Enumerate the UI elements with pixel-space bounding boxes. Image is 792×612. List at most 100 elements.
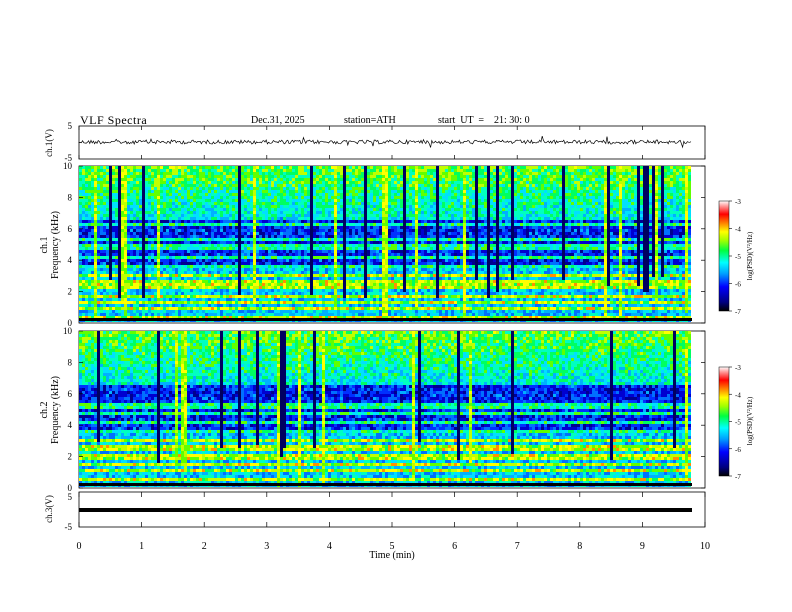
ch1-spectrogram-cell [622,235,625,238]
ch1-spectrogram-cell [520,187,523,190]
ch1-spectrogram-cell [652,211,655,214]
ch1-spectrogram-cell [88,175,91,178]
ch1-spectrogram-cell [625,220,628,223]
ch1-spectrogram-cell [178,232,181,235]
ch1-spectrogram-cell [478,175,481,178]
ch1-spectrogram-cell [538,220,541,223]
ch1-spectrogram-cell [274,220,277,223]
ch1-spectrogram-cell [250,187,253,190]
ch1-spectrogram-cell [547,181,550,184]
ch1-spectrogram-cell [226,220,229,223]
ch1-spectrogram-cell [289,187,292,190]
ch1-spectrogram-cell [355,235,358,238]
ch1-spectrogram-cell [670,202,673,205]
ch1-spectrogram-cell [682,217,685,220]
ch1-spectrogram-cell [124,178,127,181]
ch1-spectrogram-cell [679,220,682,223]
ch1-spectrogram-cell [148,223,151,226]
ch1-spectrogram-cell [166,232,169,235]
ch1-spectrogram-cell [202,196,205,199]
ch1-spectrogram-cell [106,172,109,175]
ch1-spectrogram-cell [331,187,334,190]
ch1-spectrogram-cell [310,169,313,172]
ch1-spectrogram-cell [580,220,583,223]
ch1-spectrogram-cell [394,181,397,184]
ch1-spectrogram-cell [454,187,457,190]
ch1-spectrogram-cell [85,187,88,190]
ch1-spectrogram-cell [91,229,94,232]
ch1-spectrogram-cell [574,172,577,175]
ch1-spectrogram-cell [217,175,220,178]
ch1-spectrogram-cell [445,205,448,208]
ch1-spectrogram-cell [682,205,685,208]
ch1-spectrogram-cell [295,211,298,214]
ch1-spectrogram-cell [166,235,169,238]
ch1-spectrogram-cell [130,202,133,205]
ch1-spectrogram-cell [574,232,577,235]
ch1-spectrogram-cell [295,193,298,196]
ch1-spectrogram-cell [247,181,250,184]
ch1-spectrogram-cell [172,232,175,235]
ch1-spectrogram-cell [472,220,475,223]
ch1-spectrogram-cell [142,202,145,205]
ch1-spectrogram-cell [244,172,247,175]
ch1-spectrogram-cell [550,199,553,202]
ch1-spectrogram-cell [457,229,460,232]
ch1-spectrogram-cell [682,196,685,199]
ch1-spectrogram-cell [424,190,427,193]
ch1-spectrogram-cell [163,172,166,175]
ch1-spectrogram-cell [673,205,676,208]
ch1-spectrogram-cell [520,214,523,217]
ch1-spectrogram-cell [535,193,538,196]
ch1-spectrogram-cell [388,193,391,196]
ch1-spectrogram-cell [265,238,268,241]
ch1-spectrogram-cell [535,226,538,229]
ch1-spectrogram-cell [310,172,313,175]
ch1-spectrogram-cell [667,235,670,238]
ch1-spectrogram-cell [472,190,475,193]
ch1-spectrogram-cell [112,217,115,220]
ch1-spectrogram-cell [319,196,322,199]
ch1-spectrogram-cell [340,181,343,184]
ch1-spectrogram-cell [619,220,622,223]
ch1-spectrogram-cell [478,217,481,220]
ch1-spectrogram-cell [331,232,334,235]
ch1-spectrogram-cell [109,217,112,220]
ch1-spectrogram-cell [625,178,628,181]
ch1-spectrogram-cell [658,208,661,211]
ch1-spectrogram-cell [229,208,232,211]
ch1-spectrogram-cell [112,205,115,208]
ch1-spectrogram-cell [190,196,193,199]
ch1-spectrogram-cell [553,235,556,238]
ch1-spectrogram-cell [646,214,649,217]
ch1-spectrogram-cell [286,175,289,178]
ch1-spectrogram-cell [247,187,250,190]
ch1-ytick-top: 5 [68,121,73,131]
ch1-spectrogram-cell [148,205,151,208]
ch1-spectrogram-cell [481,232,484,235]
ch1-spectrogram-cell [349,196,352,199]
ch1-spectrogram-cell [550,220,553,223]
ch1-spectrogram-cell [616,184,619,187]
ch1-spectrogram-cell [217,214,220,217]
ch1-spectrogram-cell [316,202,319,205]
ch1-spectrogram-cell [472,184,475,187]
ch1-spectrogram-cell [631,214,634,217]
ch1-spectrogram-cell [247,223,250,226]
ch1-spectrogram-cell [238,196,241,199]
ch1-spectrogram-cell [382,184,385,187]
ch1-spectrogram-cell [79,178,82,181]
ch1-spectrogram-cell [445,235,448,238]
ch1-spectrogram-cell [658,169,661,172]
ch1-spectrogram-cell [397,172,400,175]
ch1-spectrogram-cell [673,199,676,202]
ch1-spectrogram-cell [622,196,625,199]
ch1-spectrogram-cell [235,229,238,232]
ch1-spectrogram-cell [286,217,289,220]
ch1-spectrogram-cell [355,211,358,214]
ch1-spectrogram-cell [277,217,280,220]
ch1-spectrogram-cell [196,235,199,238]
ch1-spectrogram-cell [91,169,94,172]
ch1-spectrogram-cell [133,217,136,220]
ch1-spectrogram-cell [184,214,187,217]
